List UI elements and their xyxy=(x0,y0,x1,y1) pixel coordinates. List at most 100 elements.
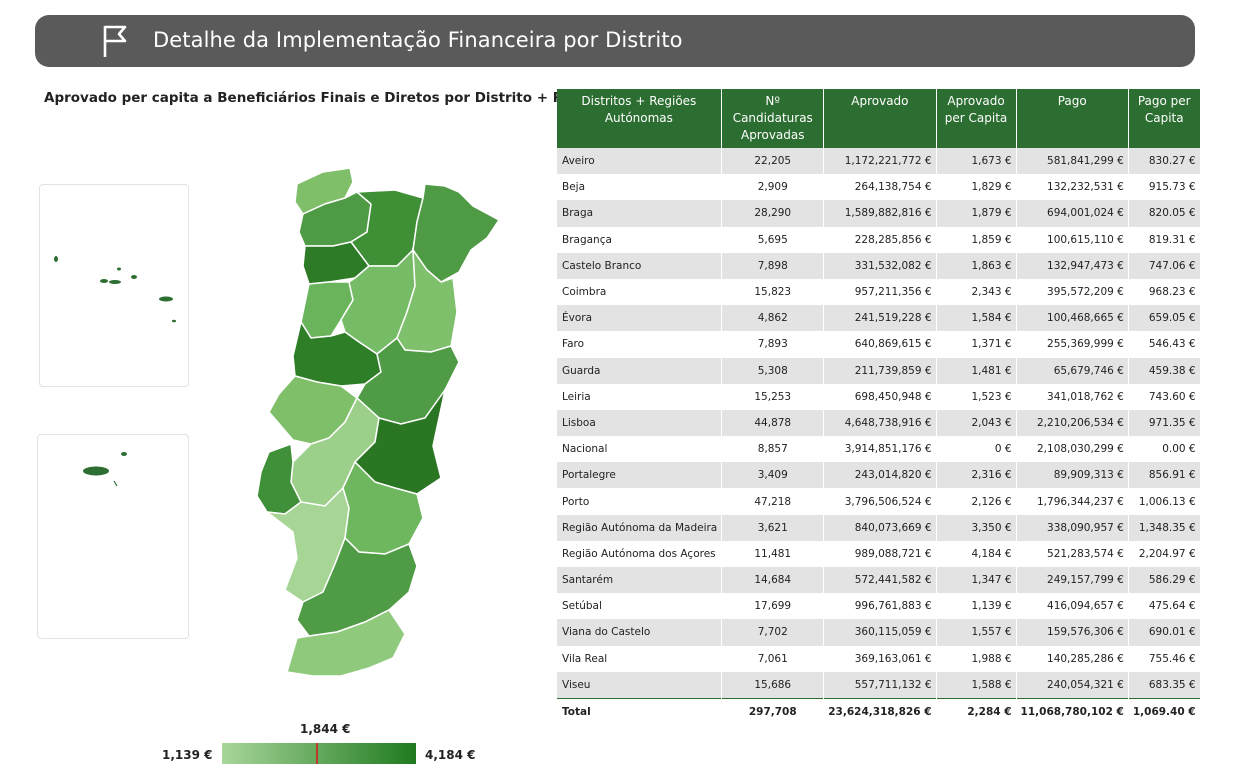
table-cell: 1,988 € xyxy=(935,645,1017,672)
table-row[interactable]: Nacional 8,857 3,914,851,176 €0 €2,108,030… xyxy=(555,436,1200,463)
table-cell: 2,043 € xyxy=(935,409,1017,437)
table-row[interactable]: Aveiro 22,205 1,172,221,772 €1,673 €581,84… xyxy=(555,148,1200,175)
table-cell: 15,686 xyxy=(721,671,824,699)
table-cell: 1,863 € xyxy=(935,252,1017,279)
table-cell: 755.46 € xyxy=(1127,645,1200,672)
table-row[interactable]: Castelo Branco 7,898 331,532,082 €1,863 €1… xyxy=(555,252,1200,279)
table-cell: 360,115,059 € xyxy=(823,619,937,646)
table-row[interactable]: Faro 7,893 640,869,615 €1,371 €255,369,999… xyxy=(555,331,1200,358)
table-cell: 89,909,313 € xyxy=(1015,462,1129,489)
table-cell: 28,290 xyxy=(721,200,824,227)
table-cell: 264,138,754 € xyxy=(823,174,937,201)
table-row[interactable]: Viana do Castelo 7,702 360,115,059 €1,557 … xyxy=(555,619,1200,646)
table-cell: 3,350 € xyxy=(935,514,1017,541)
flag-icon xyxy=(103,25,127,57)
azores-inset[interactable] xyxy=(39,184,189,387)
table-cell: 331,532,082 € xyxy=(823,252,937,279)
district-name-cell: Faro xyxy=(555,331,722,358)
table-cell: 3,621 xyxy=(721,514,824,541)
map-region-faro[interactable] xyxy=(286,609,406,677)
table-cell: 819.31 € xyxy=(1127,226,1200,253)
table-cell: 0.00 € xyxy=(1127,436,1200,463)
map-region-acores[interactable] xyxy=(109,280,121,284)
table-row[interactable]: Leiria 15,253 698,450,948 €1,523 €341,018,… xyxy=(555,383,1200,410)
map-region-acores[interactable] xyxy=(172,319,176,323)
map-region-evora[interactable] xyxy=(342,460,424,555)
table-cell: 395,572,209 € xyxy=(1015,278,1129,306)
table-cell: 338,090,957 € xyxy=(1015,514,1129,541)
table-cell: 132,947,473 € xyxy=(1015,252,1129,279)
column-header[interactable]: Pago xyxy=(1015,89,1129,148)
table-cell: 1,348.35 € xyxy=(1127,514,1200,541)
table-row[interactable]: Bragança 5,695 228,285,856 €1,859 €100,615… xyxy=(555,226,1200,253)
table-row[interactable]: Setúbal 17,699 996,761,883 €1,139 €416,094… xyxy=(555,593,1200,620)
map-region-acores[interactable] xyxy=(54,256,58,262)
table-row[interactable]: Viseu 15,686 557,711,132 €1,588 €240,054,3… xyxy=(555,671,1200,699)
table-cell: 1,859 € xyxy=(935,226,1017,253)
district-name-cell: Região Autónoma dos Açores xyxy=(555,540,722,567)
map-region-madeira[interactable] xyxy=(113,480,118,487)
table-row[interactable]: Lisboa 44,878 4,648,738,916 €2,043 €2,210,… xyxy=(555,409,1200,437)
table-cell: 7,898 xyxy=(721,252,824,279)
azores-map xyxy=(54,256,176,323)
table-cell: 2,126 € xyxy=(935,488,1017,515)
legend-max-value: 4,184 € xyxy=(425,748,476,762)
table-cell: 65,679,746 € xyxy=(1015,357,1129,384)
table-row[interactable]: Região Autónoma dos Açores 11,481 989,088,… xyxy=(555,540,1200,567)
table-cell: 2,343 € xyxy=(935,278,1017,306)
table-cell: 1,172,221,772 € xyxy=(823,148,937,175)
column-header[interactable]: Nº Candidaturas Aprovadas xyxy=(721,89,824,148)
madeira-inset[interactable] xyxy=(37,434,189,639)
column-header[interactable]: Pago per Capita xyxy=(1127,89,1200,148)
district-name-cell: Castelo Branco xyxy=(555,252,722,279)
map-region-madeira[interactable] xyxy=(83,466,109,476)
legend-marker xyxy=(316,743,318,764)
table-row[interactable]: Coimbra 15,823 957,211,356 €2,343 €395,572… xyxy=(555,278,1200,306)
table-cell: 640,869,615 € xyxy=(823,331,937,358)
table-cell: 15,253 xyxy=(721,383,824,410)
table-row[interactable]: Portalegre 3,409 243,014,820 €2,316 €89,90… xyxy=(555,462,1200,489)
table-cell: 1,829 € xyxy=(935,174,1017,201)
table-cell: 22,205 xyxy=(721,148,824,175)
map-region-acores[interactable] xyxy=(159,296,173,302)
table-cell: 690.01 € xyxy=(1127,619,1200,646)
map-region-acores[interactable] xyxy=(117,267,121,271)
table-cell: 1,588 € xyxy=(935,671,1017,699)
table-cell: 2,210,206,534 € xyxy=(1015,409,1129,437)
table-cell: 7,702 xyxy=(721,619,824,646)
table-cell: 521,283,574 € xyxy=(1015,540,1129,567)
district-name-cell: Aveiro xyxy=(555,148,722,175)
table-cell: 996,761,883 € xyxy=(823,593,937,620)
total-cell: 23,624,318,826 € xyxy=(823,697,937,726)
table-row[interactable]: Região Autónoma da Madeira 3,621 840,073,6… xyxy=(555,514,1200,541)
legend-min-value: 1,139 € xyxy=(162,748,213,762)
map-region-acores[interactable] xyxy=(131,275,137,279)
district-name-cell: Leiria xyxy=(555,383,722,410)
column-header[interactable]: Aprovado per Capita xyxy=(935,89,1017,148)
table-cell: 8,857 xyxy=(721,436,824,463)
table-row[interactable]: Évora 4,862 241,519,228 €1,584 €100,468,66… xyxy=(555,305,1200,332)
map-region-acores[interactable] xyxy=(100,279,108,283)
table-cell: 1,523 € xyxy=(935,383,1017,410)
table-row[interactable]: Santarém 14,684 572,441,582 €1,347 €249,15… xyxy=(555,567,1200,594)
table-cell: 241,519,228 € xyxy=(823,305,937,332)
column-header[interactable]: Aprovado xyxy=(823,89,937,148)
table-cell: 211,739,859 € xyxy=(823,357,937,384)
table-row[interactable]: Beja 2,909 264,138,754 €1,829 €132,232,531… xyxy=(555,174,1200,201)
table-cell: 159,576,306 € xyxy=(1015,619,1129,646)
madeira-map xyxy=(83,452,127,487)
total-cell: 297,708 xyxy=(721,697,824,726)
map-region-guarda[interactable] xyxy=(396,247,458,353)
table-cell: 1,371 € xyxy=(935,331,1017,358)
map-region-madeira[interactable] xyxy=(121,452,127,456)
district-name-cell: Braga xyxy=(555,200,722,227)
table-row[interactable]: Guarda 5,308 211,739,859 €1,481 €65,679,74… xyxy=(555,357,1200,384)
table-row[interactable]: Porto 47,218 3,796,506,524 €2,126 €1,796,3… xyxy=(555,488,1200,515)
district-table: Distritos + Regiões Autónomas Nº Candida… xyxy=(555,89,1200,726)
table-cell: 249,157,799 € xyxy=(1015,567,1129,594)
table-row[interactable]: Vila Real 7,061 369,163,061 €1,988 €140,28… xyxy=(555,645,1200,672)
column-header[interactable]: Distritos + Regiões Autónomas xyxy=(556,89,722,148)
table-row[interactable]: Braga 28,290 1,589,882,816 €1,879 €694,001… xyxy=(555,200,1200,227)
map-region-portalegre[interactable] xyxy=(353,389,446,495)
table-cell: 341,018,762 € xyxy=(1015,383,1129,410)
